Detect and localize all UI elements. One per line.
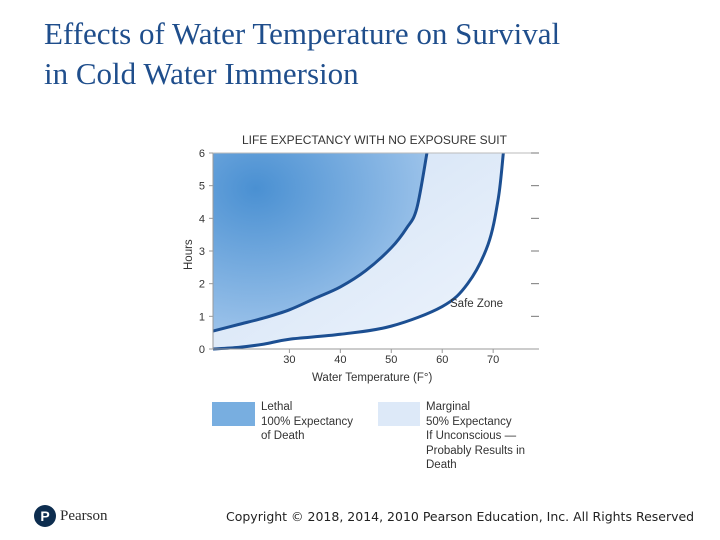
y-tick-label: 6 <box>199 148 205 160</box>
x-tick-label: 50 <box>385 354 397 366</box>
pearson-logo: P Pearson <box>34 505 108 527</box>
title-line-2: in Cold Water Immersion <box>44 56 359 91</box>
legend-marginal-line: Probably Results in <box>426 444 526 457</box>
axes: 0 1 2 3 4 5 6 30 40 50 60 70 <box>199 148 539 366</box>
legend-marginal-line: 50% Expectancy <box>426 415 512 428</box>
legend-lethal-line: 100% Expectancy <box>261 415 354 428</box>
chart-title: LIFE EXPECTANCY WITH NO EXPOSURE SUIT <box>242 133 508 147</box>
pearson-logo-mark: P <box>34 505 56 527</box>
pearson-logo-text: Pearson <box>60 507 108 524</box>
lethal-curve <box>212 152 429 333</box>
x-tick-label: 70 <box>487 354 499 366</box>
x-tick-label: 30 <box>283 354 295 366</box>
y-tick-label: 4 <box>199 213 205 225</box>
safe-zone-label: Safe Zone <box>450 298 503 310</box>
y-tick-label: 0 <box>199 344 205 356</box>
legend-lethal-line: Lethal <box>261 401 293 413</box>
lethal-region <box>213 153 427 332</box>
y-tick-label: 3 <box>199 246 205 258</box>
x-tick-label: 40 <box>334 354 346 366</box>
y-tick-label: 1 <box>199 311 205 323</box>
legend-marginal-line: Marginal <box>426 401 471 413</box>
plot-area <box>212 152 505 351</box>
x-tick-label: 60 <box>436 354 448 366</box>
y-tick-label: 5 <box>199 181 205 193</box>
marginal-curve <box>212 152 505 351</box>
y-axis-label: Hours <box>183 239 195 270</box>
y-tick-label: 2 <box>199 279 205 291</box>
legend-swatch-lethal <box>212 402 255 426</box>
x-axis-label: Water Temperature (F°) <box>312 372 432 384</box>
legend-marginal-line: If Unconscious — <box>426 430 517 442</box>
legend-text-lethal: Lethal 100% Expectancy of Death <box>261 400 353 444</box>
legend-text-marginal: Marginal 50% Expectancy If Unconscious —… <box>426 400 525 473</box>
copyright-notice: Copyright © 2018, 2014, 2010 Pearson Edu… <box>226 509 695 524</box>
slide-title: Effects of Water Temperature on Survival… <box>44 14 704 94</box>
legend-marginal-line: Death <box>426 459 457 471</box>
title-line-1: Effects of Water Temperature on Survival <box>44 16 561 51</box>
legend-lethal-line: of Death <box>261 430 305 442</box>
legend-swatch-marginal <box>378 402 420 426</box>
